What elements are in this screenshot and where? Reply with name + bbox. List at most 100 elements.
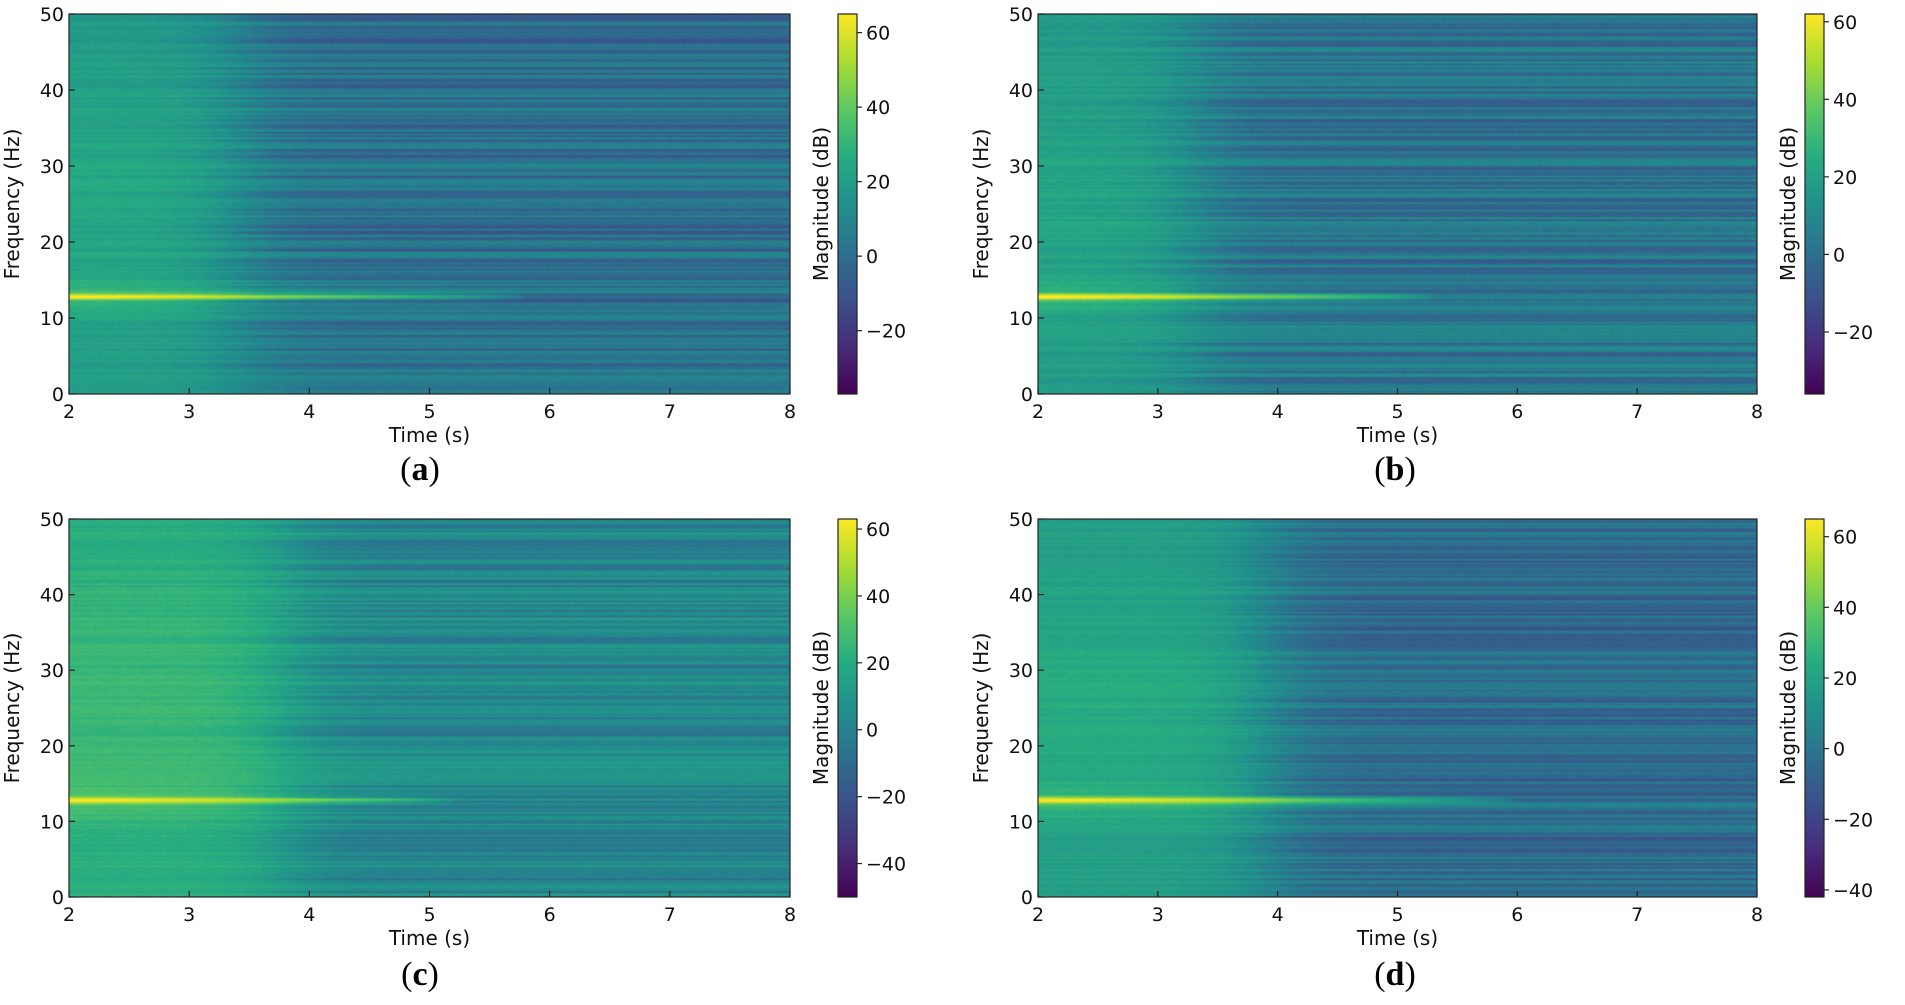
x-tick-label: 8 (784, 904, 796, 926)
y-tick-label: 50 (1009, 509, 1033, 531)
colorbar-tick-label: −40 (1833, 880, 1873, 902)
y-tick-label: 40 (1009, 585, 1033, 607)
y-tick-label: 10 (40, 811, 64, 833)
colorbar-label: Magnitude (dB) (1776, 631, 1800, 785)
panel-d: 2 3 4 5 6 7 8 0 10 20 30 40 50 Time (s) Frequency (Hz)… (969, 509, 1873, 993)
spectrogram-image-b (1038, 14, 1757, 394)
y-tick-label: 0 (1021, 384, 1033, 406)
x-tick-label: 8 (1751, 904, 1763, 926)
colorbar-a (837, 13, 858, 395)
colorbar-tick-label: 60 (1833, 12, 1857, 34)
y-tick-label: 20 (40, 736, 64, 758)
spectrogram-image-a (69, 14, 790, 394)
x-tick-label: 8 (1751, 401, 1763, 423)
x-tick-label: 7 (1631, 904, 1643, 926)
x-tick-label: 4 (303, 904, 315, 926)
colorbar-tick-label: 0 (866, 246, 878, 268)
x-tick-label: 8 (784, 401, 796, 423)
x-tick-label: 4 (1272, 401, 1284, 423)
y-tick-label: 30 (1009, 156, 1033, 178)
colorbar-tick-label: 0 (1833, 244, 1845, 266)
colorbar-label: Magnitude (dB) (809, 631, 833, 785)
colorbar-tick-label: 20 (1833, 167, 1857, 189)
x-tick-label: 5 (423, 401, 435, 423)
x-axis-title: Time (s) (1356, 423, 1438, 447)
x-tick-label: 5 (1391, 904, 1403, 926)
colorbar-label: Magnitude (dB) (809, 127, 833, 281)
y-tick-label: 50 (1009, 4, 1033, 26)
y-tick-label: 20 (40, 232, 64, 254)
x-tick-label: 6 (1511, 401, 1523, 423)
colorbar-tick-label: −20 (866, 321, 906, 343)
y-axis-title: Frequency (Hz) (0, 633, 24, 784)
x-tick-label: 3 (1152, 904, 1164, 926)
y-tick-label: 40 (40, 585, 64, 607)
colorbar-tick-label: −40 (866, 854, 906, 876)
x-tick-label: 4 (1272, 904, 1284, 926)
x-axis-title: Time (s) (1356, 926, 1438, 950)
panel-caption-c: (c) (401, 956, 439, 993)
colorbar-tick-label: 40 (866, 586, 890, 608)
x-tick-label: 7 (1631, 401, 1643, 423)
colorbar-tick-label: 40 (866, 97, 890, 119)
y-tick-label: 10 (40, 308, 64, 330)
x-tick-label: 2 (63, 401, 75, 423)
colorbar-tick-label: 60 (866, 23, 890, 45)
panel-b: 2 3 4 5 6 7 8 0 10 20 30 40 50 Time (s) Frequency (Hz)… (969, 4, 1873, 488)
colorbar-tick-label: 60 (1833, 527, 1857, 549)
spectrogram-image-c (69, 519, 790, 897)
x-axis-title: Time (s) (388, 926, 470, 950)
y-axis-title: Frequency (Hz) (969, 633, 993, 784)
colorbar-tick-label: 40 (1833, 89, 1857, 111)
y-tick-label: 30 (40, 156, 64, 178)
y-tick-label: 50 (40, 509, 64, 531)
y-axis-title: Frequency (Hz) (969, 129, 993, 280)
y-tick-label: 0 (52, 887, 64, 909)
x-tick-label: 3 (183, 904, 195, 926)
x-tick-label: 6 (1511, 904, 1523, 926)
panel-a: 2 3 4 5 6 7 8 0 10 20 30 40 50 Time (s) Frequency (Hz)… (0, 4, 906, 488)
y-tick-label: 30 (40, 660, 64, 682)
panel-caption-a: (a) (400, 451, 440, 488)
x-tick-label: 3 (183, 401, 195, 423)
colorbar-tick-label: 0 (866, 720, 878, 742)
x-tick-label: 4 (303, 401, 315, 423)
y-tick-label: 0 (1021, 887, 1033, 909)
colorbar-c (837, 518, 858, 898)
colorbar-tick-label: 0 (1833, 739, 1845, 761)
y-axis-title: Frequency (Hz) (0, 129, 24, 280)
x-tick-label: 5 (1391, 401, 1403, 423)
y-tick-label: 20 (1009, 232, 1033, 254)
panel-c: 2 3 4 5 6 7 8 0 10 20 30 40 50 Time (s) Frequency (Hz)… (0, 509, 906, 993)
x-tick-label: 2 (1032, 401, 1044, 423)
y-tick-label: 0 (52, 384, 64, 406)
y-tick-label: 40 (40, 80, 64, 102)
x-tick-label: 7 (664, 401, 676, 423)
colorbar-tick-label: 60 (866, 519, 890, 541)
colorbar-tick-label: −20 (1833, 322, 1873, 344)
x-axis-title: Time (s) (388, 423, 470, 447)
colorbar-tick-label: −20 (1833, 809, 1873, 831)
x-tick-label: 2 (1032, 904, 1044, 926)
colorbar-tick-label: 20 (866, 653, 890, 675)
y-tick-label: 10 (1009, 811, 1033, 833)
panel-caption-d: (d) (1374, 956, 1416, 993)
y-tick-label: 20 (1009, 736, 1033, 758)
x-tick-label: 3 (1152, 401, 1164, 423)
colorbar-tick-label: 20 (1833, 668, 1857, 690)
colorbar-label: Magnitude (dB) (1776, 127, 1800, 281)
colorbar-tick-label: −20 (866, 787, 906, 809)
y-tick-label: 40 (1009, 80, 1033, 102)
panel-caption-b: (b) (1374, 451, 1416, 488)
x-tick-label: 7 (664, 904, 676, 926)
y-tick-label: 10 (1009, 308, 1033, 330)
spectrogram-image-d (1038, 519, 1757, 897)
colorbar-b (1804, 13, 1825, 395)
x-tick-label: 2 (63, 904, 75, 926)
x-tick-label: 5 (423, 904, 435, 926)
colorbar-d (1804, 518, 1825, 898)
y-tick-label: 50 (40, 4, 64, 26)
colorbar-tick-label: 20 (866, 172, 890, 194)
x-tick-label: 6 (544, 904, 556, 926)
